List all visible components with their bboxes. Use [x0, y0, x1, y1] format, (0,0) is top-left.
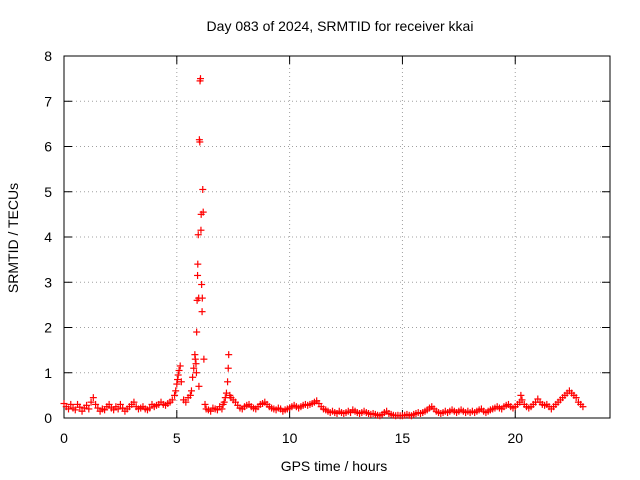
y-tick-label: 2: [44, 320, 52, 336]
data-point: [174, 371, 182, 379]
data-point: [189, 373, 197, 381]
y-tick-label: 4: [44, 229, 52, 245]
data-point: [224, 378, 232, 386]
data-point: [201, 400, 209, 408]
grid: [64, 56, 610, 418]
data-point: [187, 387, 195, 395]
data-point: [220, 398, 228, 406]
data-point: [572, 394, 580, 402]
data-point: [197, 75, 204, 83]
data-point: [199, 185, 207, 193]
data-point: [199, 208, 207, 216]
data-point: [65, 405, 73, 413]
data-point: [87, 398, 95, 406]
data-point: [105, 400, 113, 408]
data-point: [146, 404, 154, 412]
data-point: [194, 271, 202, 279]
axis-ticks: 0 1 2 3 4 5 6 7 8 0 5 10 15 20: [44, 48, 610, 446]
data-point: [194, 231, 202, 239]
data-point: [517, 391, 525, 399]
data-point: [92, 400, 100, 408]
y-tick-label: 7: [44, 93, 52, 109]
x-tick-label: 10: [282, 430, 298, 446]
data-point: [67, 400, 75, 408]
x-tick-label: 5: [173, 430, 181, 446]
data-point: [198, 294, 206, 302]
data-point: [190, 364, 198, 372]
data-point: [224, 364, 232, 372]
x-tick-label: 0: [60, 430, 68, 446]
data-point: [116, 400, 124, 408]
data-point: [83, 401, 91, 409]
data-point: [172, 387, 180, 395]
y-tick-label: 0: [44, 410, 52, 426]
data-point: [192, 360, 200, 368]
data-point: [130, 398, 138, 406]
data-point: [173, 380, 181, 388]
data-point: [198, 281, 206, 289]
data-point: [200, 355, 208, 363]
data-point: [76, 403, 84, 411]
data-point: [191, 355, 199, 363]
data-point: [225, 351, 233, 359]
data-point: [114, 405, 122, 413]
data-point: [194, 260, 202, 268]
data-point: [196, 138, 204, 146]
data-point: [518, 396, 526, 404]
data-point: [71, 406, 79, 414]
x-tick-label: 20: [507, 430, 523, 446]
data-point: [195, 382, 203, 390]
data-point: [197, 226, 205, 234]
data-point: [192, 369, 200, 377]
x-tick-label: 15: [395, 430, 411, 446]
data-point: [173, 376, 181, 384]
data-points: [60, 75, 587, 420]
y-tick-label: 3: [44, 274, 52, 290]
data-point: [176, 362, 184, 370]
data-point: [171, 391, 179, 399]
data-point: [177, 378, 185, 386]
data-point: [579, 403, 587, 411]
data-point: [186, 391, 194, 399]
data-point: [89, 394, 97, 402]
data-point: [193, 328, 201, 336]
data-point: [175, 366, 183, 374]
y-tick-label: 5: [44, 184, 52, 200]
data-point: [85, 405, 93, 413]
data-point: [182, 398, 190, 406]
x-axis-label: GPS time / hours: [281, 458, 388, 474]
data-point: [218, 405, 226, 413]
data-point: [168, 396, 176, 404]
y-tick-label: 6: [44, 139, 52, 155]
data-point: [198, 308, 206, 316]
chart-title: Day 083 of 2024, SRMTID for receiver kka…: [207, 18, 474, 34]
y-axis-label: SRMTID / TECUs: [5, 183, 21, 293]
y-tick-label: 1: [44, 365, 52, 381]
y-tick-label: 8: [44, 48, 52, 64]
